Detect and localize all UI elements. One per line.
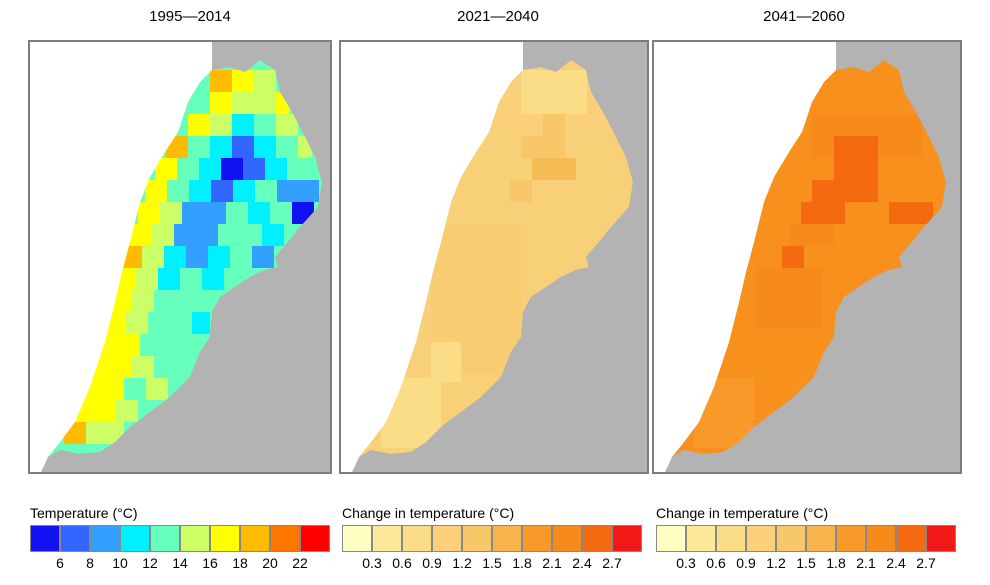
legend-tick-label: 20	[262, 555, 278, 571]
legend-tick-label: 18	[232, 555, 248, 571]
sea-overlay	[341, 42, 523, 472]
legend-3-ticks: 0.3 0.6 0.9 1.2 1.5 1.8 2.1 2.4 2.7	[656, 555, 956, 573]
legend-swatch	[806, 525, 836, 552]
legend-swatch	[522, 525, 552, 552]
legend-tick-label: 10	[112, 555, 128, 571]
legend-tick-label: 16	[202, 555, 218, 571]
legend-tick-label: 14	[172, 555, 188, 571]
map-3-svg	[654, 42, 960, 472]
legend-tick-label: 6	[56, 555, 64, 571]
legend-swatch	[90, 525, 120, 552]
legend-tick-label: 1.5	[482, 555, 502, 571]
legend-swatch	[552, 525, 582, 552]
legend-tick-label: 1.8	[826, 555, 846, 571]
legend-tick-label: 2.1	[542, 555, 562, 571]
legend-2: Change in temperature (°C) 0.3 0.6 0.9 1.2 1…	[342, 505, 642, 573]
legend-2-ticks: 0.3 0.6 0.9 1.2 1.5 1.8 2.1 2.4 2.7	[342, 555, 642, 573]
legend-swatch	[180, 525, 210, 552]
legend-tick-label: 1.2	[452, 555, 472, 571]
legend-tick-label: 0.9	[736, 555, 756, 571]
panel-2-title: 2021—2040	[457, 8, 539, 25]
legend-swatch	[896, 525, 926, 552]
legend-tick-label: 0.6	[392, 555, 412, 571]
map-1-svg	[30, 42, 330, 472]
legend-tick-label: 2.7	[602, 555, 622, 571]
panel-1-title: 1995—2014	[149, 8, 231, 25]
legend-tick-label: 2.1	[856, 555, 876, 571]
legend-swatch	[210, 525, 240, 552]
land-overlay	[41, 42, 330, 472]
legend-swatch	[462, 525, 492, 552]
legend-swatch	[372, 525, 402, 552]
sea-overlay	[654, 42, 836, 472]
legend-3-bar	[656, 525, 956, 552]
legend-swatch	[300, 525, 330, 552]
legend-swatch	[926, 525, 956, 552]
legend-tick-label: 8	[86, 555, 94, 571]
legend-swatch	[150, 525, 180, 552]
legend-swatch	[270, 525, 300, 552]
map-panel-1	[28, 40, 332, 474]
legend-1-bar	[30, 525, 330, 552]
map-2-svg	[341, 42, 647, 472]
legend-swatch	[582, 525, 612, 552]
legend-swatch	[120, 525, 150, 552]
map-panel-3	[652, 40, 962, 474]
legend-swatch	[612, 525, 642, 552]
sea-overlay	[30, 42, 212, 472]
legend-tick-label: 2.4	[572, 555, 592, 571]
land-overlay	[352, 42, 647, 472]
legend-swatch	[716, 525, 746, 552]
legend-swatch	[342, 525, 372, 552]
legend-tick-label: 0.3	[676, 555, 696, 571]
legend-swatch	[402, 525, 432, 552]
legend-swatch	[432, 525, 462, 552]
legend-swatch	[776, 525, 806, 552]
legend-tick-label: 2.7	[916, 555, 936, 571]
legend-tick-label: 1.8	[512, 555, 532, 571]
legend-swatch	[240, 525, 270, 552]
legend-tick-label: 1.2	[766, 555, 786, 571]
legend-swatch	[866, 525, 896, 552]
legend-swatch	[656, 525, 686, 552]
legend-tick-label: 0.6	[706, 555, 726, 571]
land-overlay	[665, 42, 960, 472]
legend-2-bar	[342, 525, 642, 552]
legend-swatch	[60, 525, 90, 552]
legend-swatch	[836, 525, 866, 552]
legend-1: Temperature (°C) 6 8 10 12 14 16 18 20 22	[30, 505, 330, 573]
legend-tick-label: 12	[142, 555, 158, 571]
legend-1-title: Temperature (°C)	[30, 505, 138, 521]
legend-tick-label: 0.9	[422, 555, 442, 571]
legend-swatch	[686, 525, 716, 552]
legend-3: Change in temperature (°C) 0.3 0.6 0.9 1.2 1…	[656, 505, 956, 573]
legend-tick-label: 22	[292, 555, 308, 571]
legend-3-title: Change in temperature (°C)	[656, 505, 829, 521]
panel-3-title: 2041—2060	[763, 8, 845, 25]
legend-tick-label: 0.3	[362, 555, 382, 571]
legend-2-title: Change in temperature (°C)	[342, 505, 515, 521]
legend-swatch	[492, 525, 522, 552]
legend-swatch	[30, 525, 60, 552]
legend-tick-label: 2.4	[886, 555, 906, 571]
legend-1-ticks: 6 8 10 12 14 16 18 20 22	[30, 555, 330, 573]
legend-tick-label: 1.5	[796, 555, 816, 571]
legend-swatch	[746, 525, 776, 552]
map-panel-2	[339, 40, 649, 474]
change-cells	[694, 114, 933, 448]
